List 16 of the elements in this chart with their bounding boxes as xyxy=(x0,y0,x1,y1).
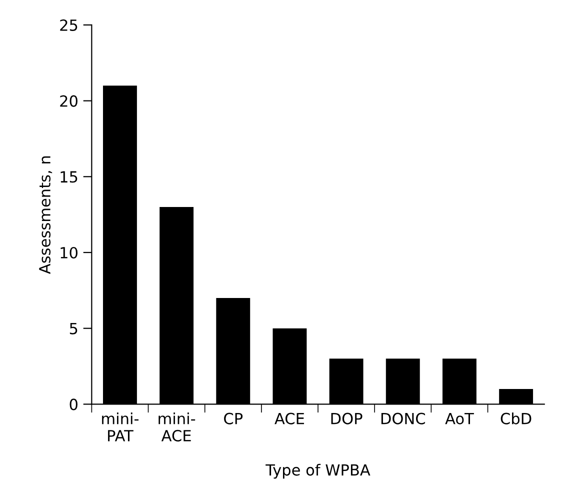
x-tick-label: DONC xyxy=(381,412,426,424)
y-tick-label: 25 xyxy=(60,19,78,31)
x-tick-label: DOP xyxy=(331,412,362,424)
y-tick-label: 5 xyxy=(70,323,78,334)
x-tick-label: mini- PAT xyxy=(102,412,139,442)
x-tick-label: AoT xyxy=(445,412,474,424)
x-tick-label: CP xyxy=(224,412,243,424)
y-tick-label: 20 xyxy=(60,95,78,107)
y-axis-title: Assessments, n xyxy=(39,156,52,274)
y-tick-label: 0 xyxy=(70,398,78,410)
x-tick-label: CbD xyxy=(500,412,532,424)
y-tick-label: 15 xyxy=(60,171,78,183)
y-tick-label: 10 xyxy=(60,246,78,259)
x-tick-label: mini- ACE xyxy=(158,412,196,442)
x-tick-label: ACE xyxy=(274,412,304,424)
x-axis-title: Type of WPBA xyxy=(266,464,370,479)
